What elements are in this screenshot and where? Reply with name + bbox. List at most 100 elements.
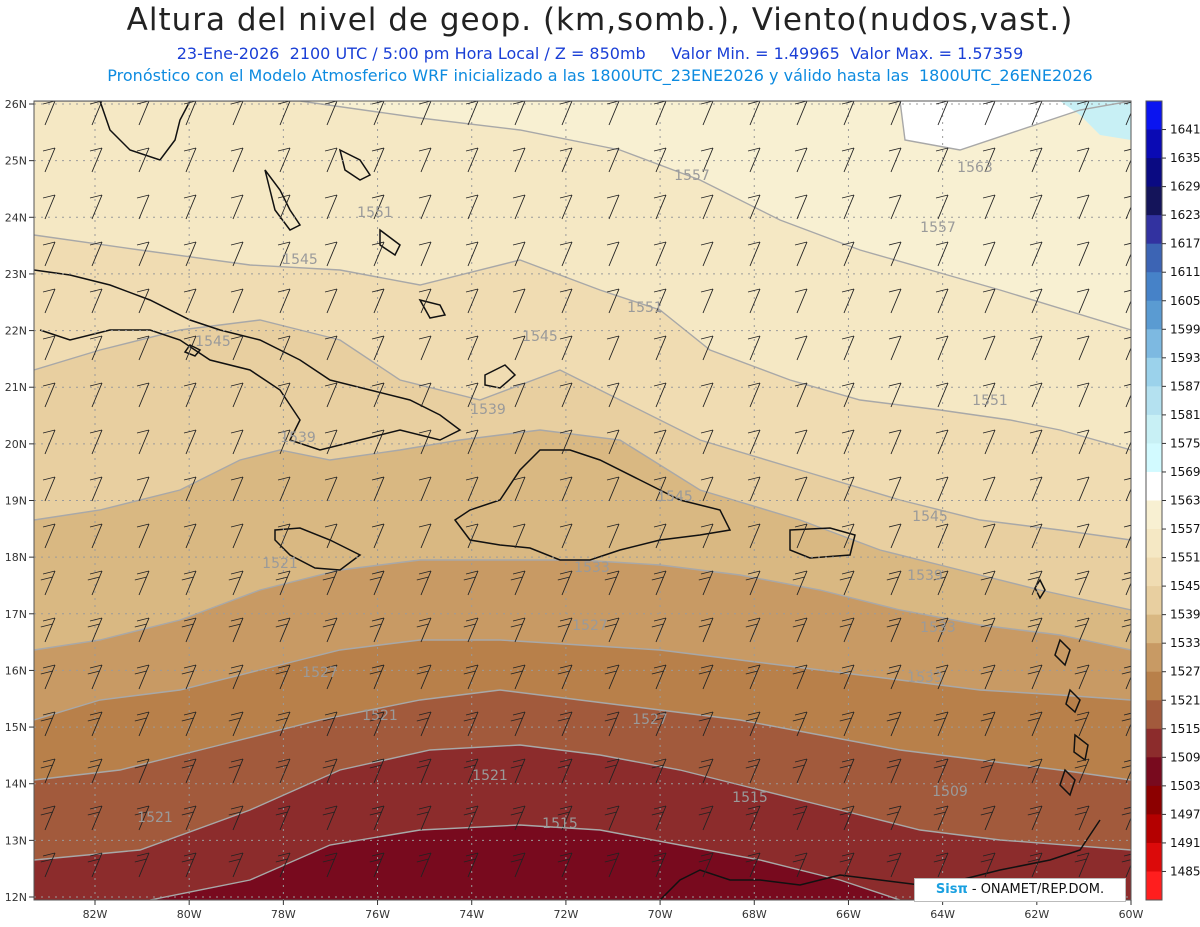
wind-barb — [275, 664, 291, 690]
wind-barb — [40, 617, 56, 643]
wind-barb — [935, 429, 949, 455]
wind-barb — [1121, 618, 1131, 643]
lat-label: 15N — [5, 721, 27, 734]
colorbar-label: 1605 — [1170, 294, 1200, 308]
wind-barb — [1029, 382, 1043, 408]
lon-label: 66W — [836, 908, 861, 921]
colorbar-label: 1611 — [1170, 265, 1200, 279]
wind-barb — [794, 241, 808, 267]
coastline — [453, 449, 732, 561]
wind-barb — [888, 476, 902, 502]
wind-barb — [418, 429, 432, 455]
contour-label: 1545 — [912, 509, 948, 525]
wind-barb — [888, 382, 902, 408]
wind-barbs — [40, 101, 1131, 878]
lon-label: 76W — [365, 908, 390, 921]
wind-barb — [841, 382, 855, 408]
wind-barb — [747, 382, 761, 408]
contour-label: 1545 — [522, 329, 558, 345]
contour-label: 1515 — [542, 816, 578, 832]
wind-barb — [510, 805, 526, 831]
contour-line — [899, 101, 1131, 151]
wind-barb — [134, 805, 150, 831]
contour-label: 1527 — [572, 618, 608, 634]
wind-barb — [87, 617, 103, 643]
wind-barb — [747, 523, 761, 549]
wind-barb — [653, 335, 667, 361]
wind-barb — [136, 382, 150, 408]
wind-barb — [228, 664, 244, 690]
wind-barb — [559, 147, 573, 173]
wind-barb — [841, 476, 855, 502]
coastline — [1065, 688, 1081, 714]
wind-barb — [277, 476, 291, 502]
wind-barb — [698, 805, 714, 831]
wind-barb — [886, 570, 902, 596]
wind-barb — [463, 805, 479, 831]
map-subtitle-model: Pronóstico con el Modelo Atmosferico WRF… — [107, 66, 1093, 85]
wind-barb — [653, 194, 667, 220]
wind-barb — [745, 852, 761, 878]
wind-barb — [604, 664, 620, 690]
wind-barb — [465, 147, 479, 173]
wind-barb — [228, 758, 244, 784]
contour-label: 1539 — [470, 402, 506, 418]
wind-barb — [277, 241, 291, 267]
wind-barb — [1029, 429, 1043, 455]
wind-barb — [183, 194, 197, 220]
wind-barb — [747, 335, 761, 361]
wind-barb — [512, 241, 526, 267]
wind-barb — [557, 805, 573, 831]
contour-label: 1533 — [574, 560, 610, 576]
wind-barb — [89, 476, 103, 502]
wind-barb — [1076, 335, 1090, 361]
wind-barb — [982, 523, 996, 549]
wind-barb — [465, 429, 479, 455]
wind-barb — [794, 523, 808, 549]
wind-barb — [228, 852, 244, 878]
wind-barb — [604, 758, 620, 784]
wind-barb — [557, 617, 573, 643]
colorbar-label: 1527 — [1170, 665, 1200, 679]
wind-barb — [89, 194, 103, 220]
wind-barb — [1123, 524, 1131, 549]
wind-barb — [89, 335, 103, 361]
wind-barb — [1076, 241, 1090, 267]
wind-barb — [653, 288, 667, 314]
lat-label: 17N — [5, 608, 27, 621]
wind-barb — [369, 758, 385, 784]
wind-barb — [745, 664, 761, 690]
wind-barb — [181, 617, 197, 643]
colorbar-swatch — [1146, 586, 1162, 616]
wind-barb — [322, 852, 338, 878]
wind-barb — [559, 335, 573, 361]
wind-barb — [1076, 429, 1090, 455]
wind-barb — [183, 476, 197, 502]
wind-barb — [1027, 570, 1043, 596]
colorbar-swatch — [1146, 186, 1162, 216]
wind-barb — [653, 523, 667, 549]
wind-barb — [510, 852, 526, 878]
wind-barb — [651, 570, 667, 596]
wind-barb — [134, 758, 150, 784]
wind-barb — [418, 335, 432, 361]
wind-barb — [604, 805, 620, 831]
wind-barb — [1027, 617, 1043, 643]
wind-barb — [933, 617, 949, 643]
colorbar-swatch — [1146, 643, 1162, 673]
coastline — [789, 527, 856, 559]
wind-barb — [371, 288, 385, 314]
wind-barb — [1076, 476, 1090, 502]
wind-barb — [40, 664, 56, 690]
wind-barb — [42, 288, 56, 314]
wind-barb — [324, 476, 338, 502]
wind-barb — [839, 805, 855, 831]
wind-barb — [463, 758, 479, 784]
wind-barb — [700, 335, 714, 361]
wind-barb — [418, 194, 432, 220]
wind-barb — [463, 852, 479, 878]
coastline — [338, 148, 372, 181]
wind-barb — [277, 382, 291, 408]
wind-barb — [512, 429, 526, 455]
